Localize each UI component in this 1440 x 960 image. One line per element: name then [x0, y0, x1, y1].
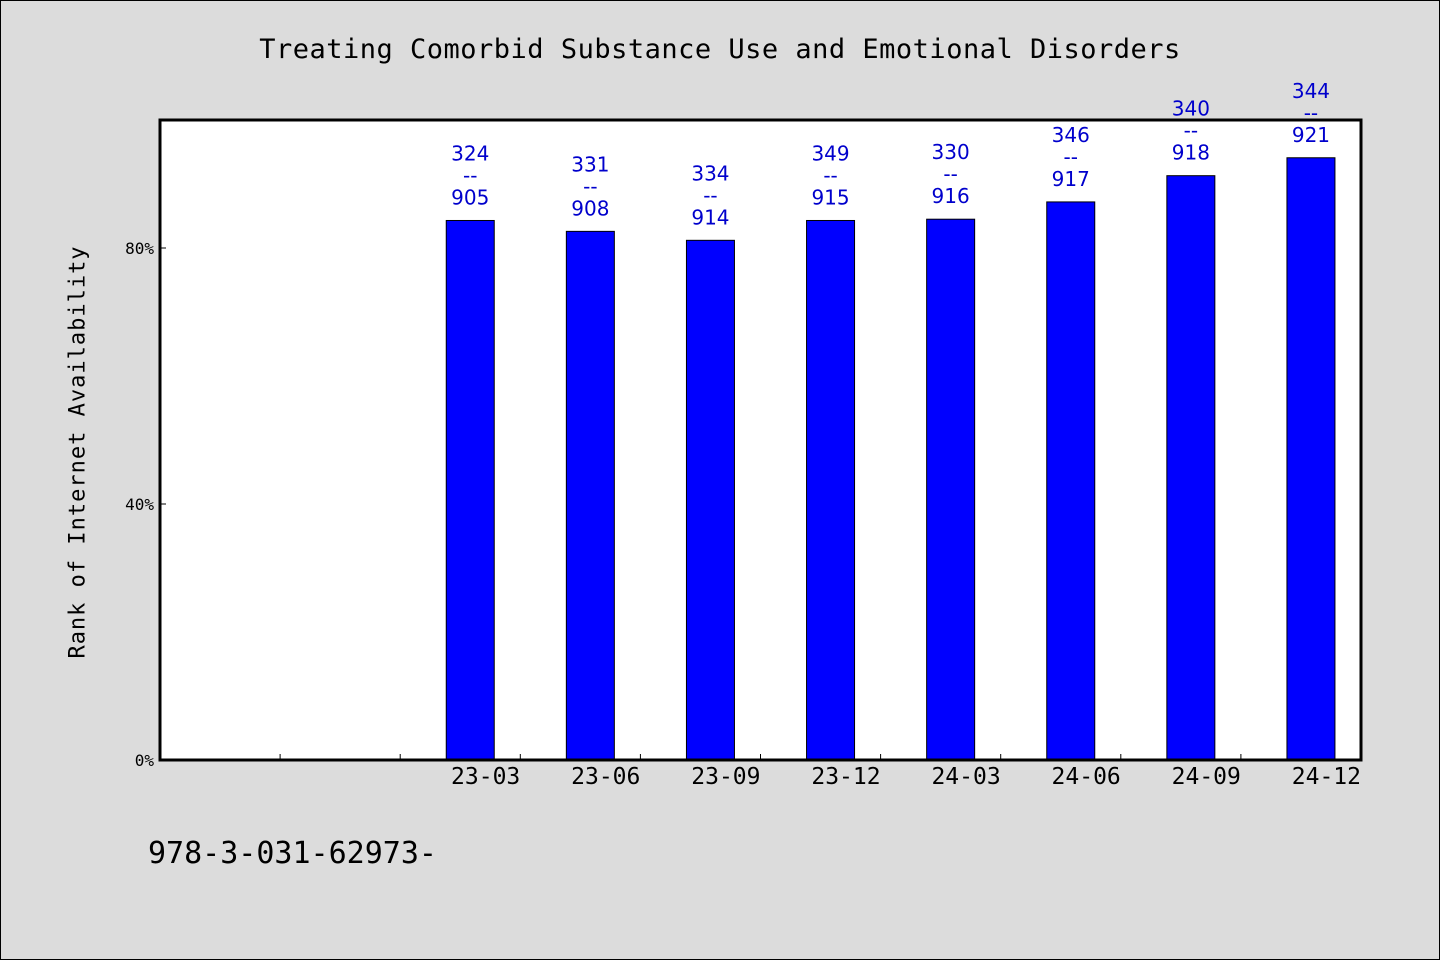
- x-tick-label: 24-09: [1172, 764, 1241, 790]
- bar: [565, 230, 615, 761]
- bar: [806, 219, 856, 761]
- data-label: 916: [932, 184, 970, 208]
- data-label: 330: [932, 140, 970, 164]
- data-label: 915: [811, 185, 849, 209]
- x-tick-label: 24-12: [1292, 764, 1361, 790]
- x-tick-label: 24-06: [1052, 764, 1121, 790]
- bar: [445, 219, 495, 761]
- x-tick-label: 23-09: [691, 764, 760, 790]
- y-tick-label: 40%: [125, 495, 154, 514]
- x-tick-label: 24-03: [931, 764, 1000, 790]
- data-label: 331: [571, 152, 609, 176]
- bar: [1046, 201, 1096, 761]
- axis-layer: 23-03 23-06 23-09 23-12 24-03 24-06 24-09 24-12…: [125, 239, 1361, 790]
- bar: [685, 239, 735, 761]
- plot-area: [160, 120, 1361, 760]
- data-label: --: [583, 174, 597, 198]
- data-label: 340: [1172, 97, 1210, 121]
- data-label: 921: [1292, 123, 1330, 147]
- y-tick-label: 80%: [125, 239, 154, 258]
- data-label: --: [463, 163, 477, 187]
- data-label: --: [1184, 119, 1198, 143]
- data-label: 918: [1172, 141, 1210, 165]
- footnote: 978-3-031-62973-: [148, 836, 437, 871]
- x-tick-label: 23-12: [811, 764, 880, 790]
- data-label: 908: [571, 196, 609, 220]
- data-label: 334: [691, 161, 729, 185]
- data-label: 905: [451, 185, 489, 209]
- data-label: 914: [691, 205, 729, 229]
- data-label: --: [943, 162, 957, 186]
- bars-layer: [445, 157, 1336, 761]
- data-label: 346: [1052, 123, 1090, 147]
- data-label: --: [823, 163, 837, 187]
- x-tick-label: 23-03: [451, 764, 520, 790]
- data-label: 917: [1052, 167, 1090, 191]
- data-label: 324: [451, 141, 489, 165]
- data-label: 349: [811, 141, 849, 165]
- bar: [1166, 175, 1216, 761]
- data-label: --: [1064, 145, 1078, 169]
- data-label: --: [703, 183, 717, 207]
- y-tick-label: 0%: [135, 751, 155, 770]
- bar: [926, 218, 976, 761]
- chart-title: Treating Comorbid Substance Use and Emot…: [259, 34, 1181, 65]
- data-label: 344: [1292, 79, 1330, 103]
- x-tick-label: 23-06: [571, 764, 640, 790]
- bar: [1286, 157, 1336, 761]
